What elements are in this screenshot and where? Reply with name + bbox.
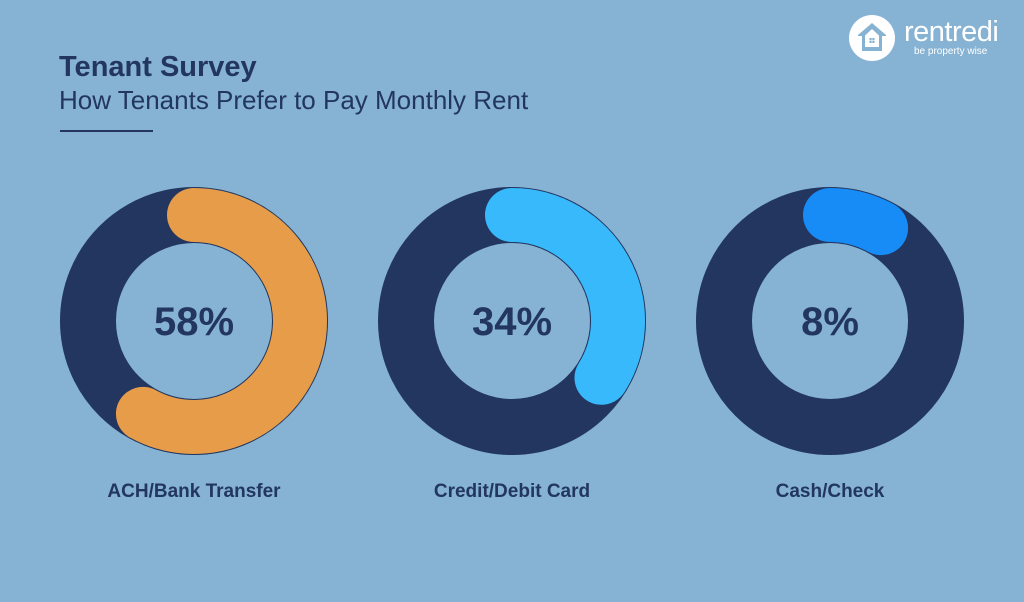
donut-segment	[115, 188, 327, 454]
donut-cash-check: 8% Cash/Check	[696, 187, 964, 502]
donut-segment	[803, 188, 909, 256]
category-label: ACH/Bank Transfer	[107, 481, 281, 502]
data-label: 34%	[472, 300, 552, 344]
title-divider	[60, 130, 153, 132]
donut-segment	[485, 188, 645, 405]
brand-tagline: be property wise	[914, 46, 988, 57]
brand-name: rentredi	[904, 16, 999, 48]
page-subtitle: How Tenants Prefer to Pay Monthly Rent	[59, 85, 529, 115]
category-label: Cash/Check	[776, 481, 885, 502]
house-logo-icon	[849, 15, 895, 61]
page-title: Tenant Survey	[59, 51, 257, 83]
donut-ach-bank-transfer: 58% ACH/Bank Transfer	[60, 187, 328, 502]
data-label: 8%	[801, 300, 859, 344]
category-label: Credit/Debit Card	[434, 481, 590, 502]
donut-credit-debit-card: 34% Credit/Debit Card	[378, 187, 646, 502]
data-label: 58%	[154, 300, 234, 344]
header: Tenant Survey How Tenants Prefer to Pay …	[59, 50, 528, 116]
brand-logo: rentredi be property wise	[848, 14, 1012, 62]
